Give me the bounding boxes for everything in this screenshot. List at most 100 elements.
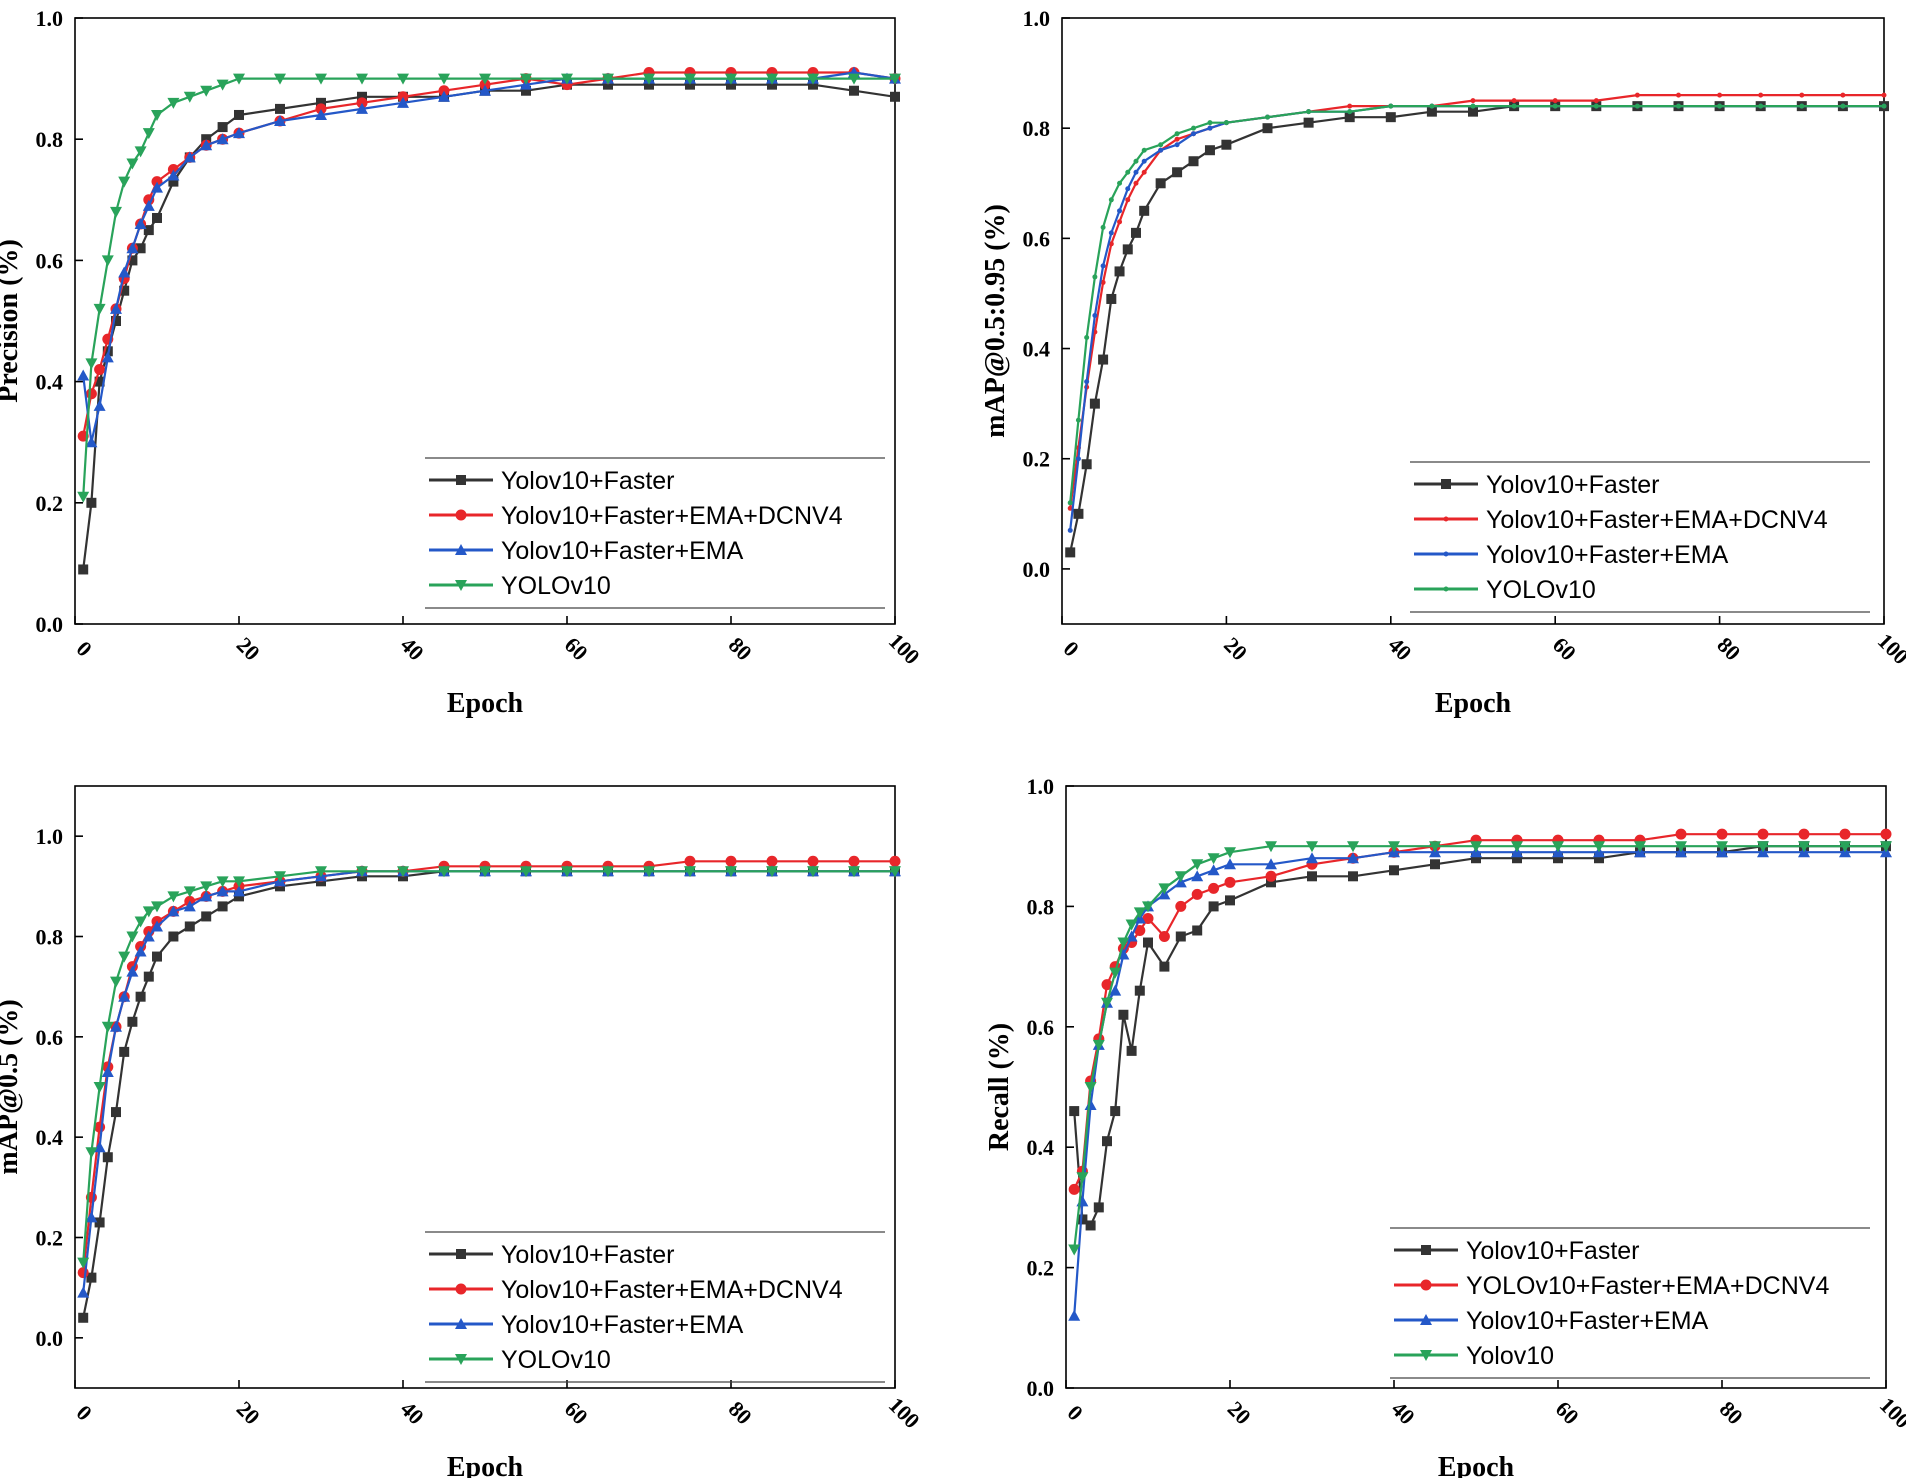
data-point	[1716, 828, 1728, 840]
data-point	[1470, 98, 1476, 104]
data-point	[118, 990, 131, 1002]
data-point	[126, 931, 139, 943]
data-point	[1075, 456, 1081, 462]
data-point	[1594, 853, 1604, 864]
data-point	[1881, 92, 1887, 98]
data-point	[134, 218, 147, 230]
data-point	[1118, 1009, 1129, 1020]
data-point	[85, 436, 98, 448]
data-point	[315, 73, 327, 85]
data-point	[1142, 901, 1154, 913]
data-point	[438, 73, 450, 85]
data-point	[93, 1141, 106, 1153]
data-point	[201, 911, 212, 922]
data-point	[142, 128, 155, 140]
data-point	[1840, 92, 1846, 98]
data-point	[643, 866, 655, 878]
data-point	[275, 103, 285, 114]
data-point	[602, 73, 614, 85]
data-point	[1084, 335, 1090, 341]
data-point	[1552, 841, 1564, 853]
data-point	[94, 363, 106, 375]
data-point	[1192, 925, 1203, 936]
data-point	[1102, 1136, 1112, 1147]
data-point	[1306, 109, 1312, 115]
data-point	[479, 79, 491, 91]
data-point	[135, 243, 146, 254]
data-point	[1175, 931, 1186, 942]
data-point	[77, 1257, 90, 1269]
data-point	[1512, 853, 1522, 864]
data-point	[1593, 103, 1599, 109]
data-point	[118, 951, 131, 963]
y-axis-title: Recall (%)	[984, 1023, 1015, 1151]
data-point	[1470, 103, 1476, 109]
data-point	[86, 1272, 97, 1283]
legend-marker-2	[1420, 1279, 1432, 1291]
data-point	[1134, 924, 1146, 936]
plot-frame	[74, 17, 896, 625]
data-point	[684, 73, 696, 85]
data-point	[200, 881, 213, 893]
data-point	[1084, 379, 1090, 385]
data-point	[1798, 841, 1810, 853]
data-point	[1191, 125, 1197, 131]
legend-label-3: Yolov10+Faster+EMA	[1466, 1307, 1709, 1335]
data-point	[1389, 865, 1399, 876]
data-point	[1089, 398, 1100, 409]
data-point	[1716, 841, 1728, 853]
data-point	[233, 885, 245, 897]
data-point	[889, 866, 901, 878]
data-point	[151, 920, 163, 932]
data-point	[1511, 98, 1517, 104]
data-point	[1155, 178, 1166, 189]
data-point	[602, 866, 614, 878]
data-point	[1092, 312, 1098, 318]
data-point	[101, 1065, 114, 1077]
data-point	[644, 79, 654, 90]
data-point	[356, 866, 368, 878]
data-point	[438, 866, 450, 878]
data-point	[520, 73, 532, 85]
data-point	[85, 1147, 98, 1159]
data-point	[1172, 167, 1183, 178]
legend-marker-3	[1420, 1314, 1432, 1325]
x-tick-label: 60	[1551, 1396, 1584, 1429]
data-point	[86, 497, 97, 508]
data-point	[1347, 841, 1359, 853]
data-point	[143, 194, 155, 206]
legend-label-1: Yolov10+Faster	[501, 1241, 675, 1269]
data-point	[1068, 1309, 1081, 1321]
data-point	[1204, 145, 1215, 156]
data-point	[233, 127, 245, 139]
legend: Yolov10+Faster Yolov10+Faster+EMA+DCNV4 Yo…	[425, 457, 885, 609]
data-point	[1347, 109, 1353, 115]
y-tick-label: 0.6	[36, 248, 64, 273]
y-tick-label: 0.2	[1027, 1256, 1055, 1281]
legend-marker-4	[455, 580, 467, 591]
data-point	[1224, 876, 1236, 888]
data-point	[397, 73, 409, 85]
x-tick-label: 0	[1063, 1400, 1088, 1425]
data-point	[1553, 853, 1563, 864]
data-point	[1347, 103, 1353, 109]
data-point	[1470, 841, 1482, 853]
data-point	[1191, 888, 1203, 900]
data-point	[1067, 500, 1073, 506]
data-point	[1191, 859, 1204, 871]
y-tick-label: 0.0	[1027, 1376, 1055, 1401]
data-point	[356, 73, 368, 85]
y-tick-label: 0.8	[1023, 116, 1051, 141]
data-point	[93, 399, 106, 411]
legend-label-1: Yolov10+Faster	[501, 467, 675, 495]
data-point	[1511, 103, 1517, 109]
data-point	[1068, 1244, 1081, 1256]
legend-marker-1	[456, 475, 466, 485]
data-point	[1717, 92, 1723, 98]
data-point	[1174, 871, 1187, 883]
data-point	[1552, 103, 1558, 109]
data-point	[1426, 106, 1437, 117]
data-point	[1117, 208, 1123, 214]
legend-marker-3	[1443, 551, 1449, 557]
